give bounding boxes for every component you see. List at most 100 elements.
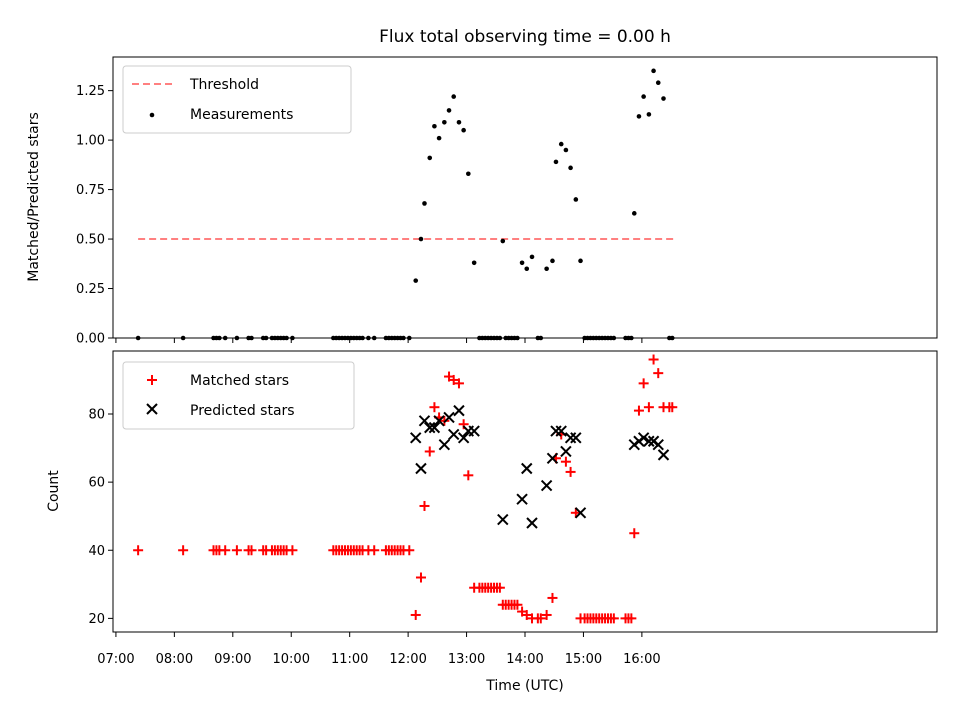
predicted-star-point <box>428 421 441 434</box>
x-tick-label: 11:00 <box>331 652 368 667</box>
top-x-ticks <box>115 338 643 343</box>
predicted-star-point <box>424 421 436 434</box>
matched-star-point <box>429 402 440 413</box>
matched-star-point <box>133 545 144 556</box>
matched-star-point <box>547 592 558 603</box>
measurement-point <box>524 266 530 272</box>
measurement-point <box>466 171 471 177</box>
top-panel: Flux total observing time = 0.00 h 0.000… <box>26 27 938 347</box>
x-tick-label: 08:00 <box>156 652 193 667</box>
x-tick-label: 12:00 <box>389 652 426 667</box>
bottom-x-ticks: 07:00 08:00 09:00 10:00 11:00 12:00 13:00 14:00… <box>97 632 661 667</box>
x-tick-label: 16:00 <box>623 652 660 667</box>
top-axes-frame <box>112 56 938 339</box>
y-tick-label: 20 <box>88 612 105 627</box>
predicted-star-point <box>410 432 422 444</box>
x-tick-label: 10:00 <box>273 652 310 667</box>
matched-star-point <box>626 613 637 624</box>
measurement-point <box>529 254 535 260</box>
measurement-point <box>432 123 437 129</box>
matched-star-point <box>667 402 678 413</box>
legend-matched-swatch <box>147 375 157 385</box>
bottom-legend-box <box>122 361 355 430</box>
matched-star-point <box>404 545 415 556</box>
measurement-point <box>418 236 424 242</box>
predicted-star-point <box>457 432 470 444</box>
matched-star-point <box>369 545 380 556</box>
y-tick-label: 1.00 <box>76 134 105 149</box>
legend-measurements-label: Measurements <box>190 107 293 123</box>
matched-star-point <box>463 470 474 481</box>
measurement-point <box>568 165 573 171</box>
matched-star-point <box>287 545 298 556</box>
top-y-ticks: 0.00 0.25 0.50 0.75 1.00 1.25 <box>76 84 113 347</box>
predicted-star-point <box>546 452 559 464</box>
predicted-star-points <box>410 404 670 529</box>
matched-star-point <box>638 378 649 389</box>
x-tick-label: 09:00 <box>214 652 251 667</box>
measurement-point <box>661 96 666 101</box>
predicted-star-point <box>643 435 655 447</box>
measurement-point <box>413 278 419 283</box>
y-tick-label: 0.00 <box>76 332 105 347</box>
matched-star-point <box>512 599 523 610</box>
bottom-panel: 20 40 60 80 07:00 08:00 09:00 10:00 11:00 12:00 1… <box>46 350 938 694</box>
measurement-point <box>636 114 642 119</box>
predicted-star-point <box>447 428 460 441</box>
predicted-star-point <box>433 415 445 427</box>
measurement-point <box>446 108 452 113</box>
legend-predicted-label: Predicted stars <box>190 403 295 419</box>
bottom-legend: Matched stars Predicted stars <box>122 361 355 430</box>
predicted-star-point <box>637 432 650 444</box>
predicted-star-point <box>652 438 664 451</box>
predicted-star-point <box>657 449 670 461</box>
measurement-point <box>651 68 656 74</box>
measurement-point <box>471 260 477 266</box>
matched-star-point <box>629 528 640 539</box>
matched-star-point <box>648 354 659 365</box>
predicted-star-point <box>550 425 562 437</box>
measurement-points <box>135 68 675 341</box>
matched-star-point <box>246 545 257 556</box>
measurement-point <box>544 266 549 272</box>
legend-measurements-swatch <box>149 112 155 118</box>
matched-star-point <box>220 545 231 556</box>
matched-star-point <box>410 609 421 620</box>
predicted-star-point <box>526 517 538 529</box>
predicted-star-point <box>468 425 480 437</box>
measurement-point <box>558 141 564 147</box>
measurement-point <box>646 112 652 117</box>
matched-star-point <box>424 446 435 457</box>
top-plot-area <box>135 68 675 341</box>
matched-star-point <box>453 378 464 389</box>
matched-star-point <box>633 405 644 416</box>
measurement-point <box>553 159 559 165</box>
measurement-point <box>631 211 637 216</box>
matched-star-points <box>133 354 678 624</box>
x-axis-label: Time (UTC) <box>485 678 563 694</box>
matched-star-point <box>494 582 505 593</box>
measurement-point <box>578 258 583 264</box>
matched-star-point <box>448 374 459 385</box>
predicted-star-point <box>574 507 587 519</box>
y-tick-label: 1.25 <box>76 84 105 99</box>
legend-matched-label: Matched stars <box>190 373 289 389</box>
measurement-point <box>461 127 466 133</box>
predicted-star-point <box>443 411 455 424</box>
x-tick-label: 13:00 <box>448 652 485 667</box>
measurement-point <box>655 80 661 86</box>
predicted-star-point <box>540 479 553 492</box>
measurement-point <box>573 197 579 202</box>
matched-star-point <box>643 402 654 413</box>
legend-threshold-label: Threshold <box>189 77 259 93</box>
measurement-point <box>451 94 457 99</box>
measurement-point <box>456 120 462 125</box>
matched-star-point <box>231 545 242 556</box>
x-tick-label: 07:00 <box>97 652 134 667</box>
y-tick-label: 0.50 <box>76 233 105 248</box>
measurement-point <box>422 201 427 206</box>
top-legend-box <box>122 65 352 134</box>
predicted-star-point <box>438 438 451 451</box>
predicted-star-point <box>415 462 427 475</box>
predicted-star-point <box>521 462 533 475</box>
